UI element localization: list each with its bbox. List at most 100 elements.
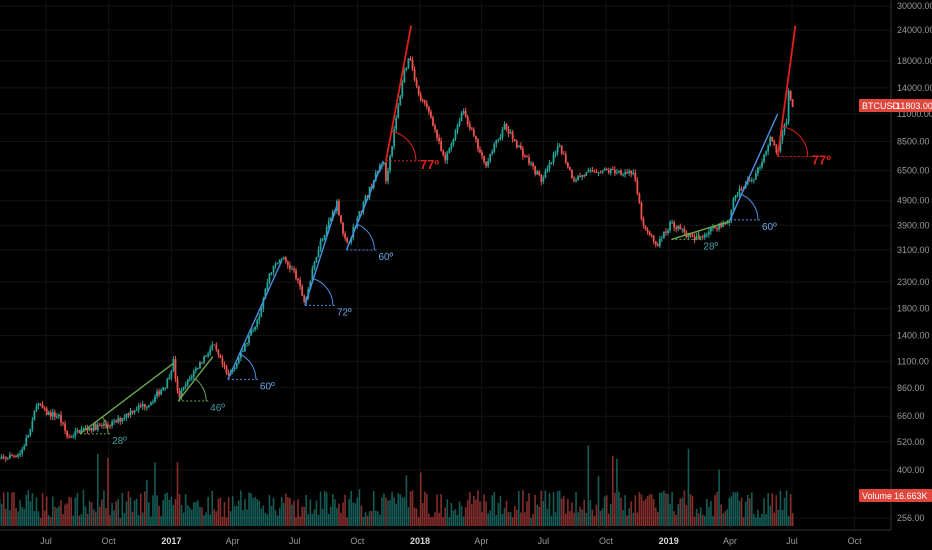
volume-bar <box>291 504 293 526</box>
volume-bar <box>524 512 526 526</box>
volume-bar <box>268 495 271 526</box>
trend-line[interactable] <box>345 160 384 251</box>
volume-bar <box>732 491 735 526</box>
candle-body <box>53 412 56 417</box>
volume-bar <box>499 495 502 526</box>
trend-line[interactable] <box>671 220 731 241</box>
volume-bar <box>35 497 38 526</box>
candle-body <box>62 422 64 424</box>
candle-body <box>172 359 175 371</box>
y-tick-label: 14000.00 <box>897 83 932 93</box>
volume-bar <box>297 499 299 526</box>
candle-body <box>683 228 686 233</box>
trend-line[interactable] <box>79 362 174 435</box>
volume-bar <box>734 492 737 526</box>
candle-body <box>677 225 680 230</box>
volume-bar <box>211 490 214 526</box>
trend-line[interactable] <box>304 205 338 306</box>
volume-bar <box>84 506 87 526</box>
candle-body <box>227 373 230 375</box>
volume-bar <box>479 501 481 526</box>
volume-bar <box>573 512 575 526</box>
candle-body <box>395 117 398 130</box>
x-tick-label: 2017 <box>161 536 181 546</box>
volume-bar <box>45 496 48 526</box>
candle-body <box>479 149 481 153</box>
candle-body <box>487 161 490 166</box>
volume-bar <box>785 490 788 526</box>
candle-body <box>693 236 696 240</box>
trend-line[interactable] <box>227 260 283 380</box>
candle-body <box>652 235 655 242</box>
volume-bar <box>23 508 25 526</box>
volume-bar <box>669 503 671 526</box>
volume-bar <box>82 490 85 526</box>
volume-bar <box>599 510 602 526</box>
candle-body <box>145 406 148 408</box>
volume-bar <box>199 506 201 526</box>
candle-body <box>235 362 238 368</box>
volume-tag-background <box>859 489 932 502</box>
volume-bar <box>258 500 261 526</box>
y-tick-label: 520.00 <box>897 437 925 447</box>
candle-body <box>41 404 44 409</box>
candle-body <box>264 288 267 299</box>
volume-bar <box>39 517 42 526</box>
candle-body <box>123 417 126 419</box>
trend-line[interactable] <box>776 25 797 157</box>
volume-bar <box>180 504 183 526</box>
candle-body <box>94 424 97 431</box>
volume-bar <box>96 454 99 526</box>
volume-bar <box>759 517 761 526</box>
candle-body <box>35 405 38 412</box>
candle-body <box>761 161 763 168</box>
candle-body <box>323 235 326 239</box>
volume-bar <box>113 510 115 526</box>
volume-tag-separator: · <box>889 491 892 501</box>
candle-body <box>611 169 614 171</box>
candle-body <box>454 131 457 140</box>
volume-bar <box>154 462 156 526</box>
volume-bar <box>240 490 242 526</box>
volume-bar <box>587 445 590 526</box>
volume-bar <box>787 515 790 526</box>
volume-bar <box>264 512 267 526</box>
volume-bar <box>483 494 485 526</box>
candle-body <box>309 280 312 289</box>
x-tick-label: Jul <box>538 536 550 546</box>
volume-bar <box>332 494 334 526</box>
volume-bar <box>438 512 440 526</box>
candle-body <box>150 402 152 406</box>
candle-body <box>726 222 729 224</box>
volume-bar <box>710 500 712 526</box>
trend-line[interactable] <box>385 25 413 162</box>
volume-bar <box>442 516 444 526</box>
volume-bar <box>9 510 11 526</box>
candle-body <box>160 390 163 395</box>
volume-bar <box>160 516 162 526</box>
candle-body <box>272 265 275 273</box>
volume-bar <box>513 505 516 526</box>
angle-label: 60º <box>762 222 777 233</box>
volume-bar <box>342 502 344 526</box>
candle-body <box>293 268 295 271</box>
volume-bar <box>393 497 395 526</box>
volume-bar <box>550 515 553 526</box>
candle-body <box>716 228 718 230</box>
trend-line[interactable] <box>729 113 779 221</box>
candle-body <box>536 171 539 175</box>
angle-arc <box>741 193 759 220</box>
candle-body <box>129 410 132 416</box>
candle-body <box>282 257 285 259</box>
candle-body <box>209 348 212 354</box>
candle-body <box>338 200 340 216</box>
volume-bar <box>172 505 175 526</box>
volume-bar <box>254 497 256 526</box>
candle-body <box>194 368 197 372</box>
candle-body <box>654 241 657 245</box>
price-tag-value: 11803.00 <box>896 101 932 111</box>
candle-body <box>397 105 400 118</box>
volume-bar <box>334 499 336 526</box>
volume-bar <box>348 499 350 526</box>
